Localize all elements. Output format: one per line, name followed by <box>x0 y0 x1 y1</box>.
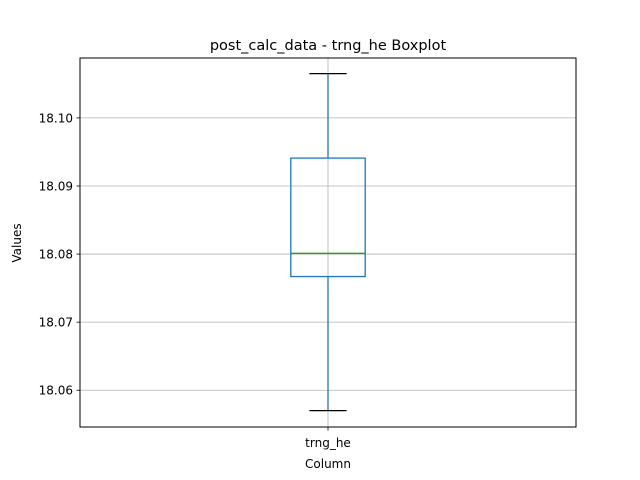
chart-title: post_calc_data - trng_he Boxplot <box>210 38 447 54</box>
iqr-box <box>290 157 366 278</box>
box-layer <box>290 73 366 412</box>
y-tick-label: 18.09 <box>39 179 73 193</box>
y-axis-ticks: 18.06 18.07 18.08 18.09 18.10 <box>39 111 80 398</box>
y-axis-label: Values <box>10 223 24 262</box>
x-axis-label: Column <box>305 457 351 471</box>
y-tick-label: 18.08 <box>39 248 73 262</box>
y-tick-label: 18.07 <box>39 316 73 330</box>
x-axis-ticks: trng_he <box>305 427 351 450</box>
x-tick-label: trng_he <box>305 436 351 450</box>
y-tick-label: 18.06 <box>39 384 73 398</box>
y-tick-label: 18.10 <box>39 111 73 125</box>
